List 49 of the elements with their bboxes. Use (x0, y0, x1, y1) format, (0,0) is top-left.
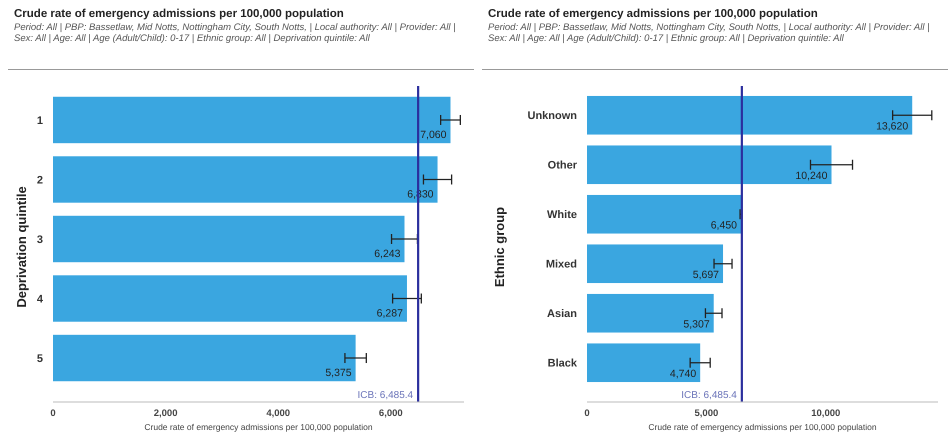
text: 5,307 (683, 318, 710, 331)
bar (587, 194, 742, 234)
bar (587, 96, 912, 135)
x-tick-label: 0 (584, 408, 590, 419)
bar (53, 275, 407, 322)
x-tick-label: 6,000 (378, 408, 403, 419)
text: 7,060 (420, 129, 446, 142)
x-tick-label: 2,000 (154, 408, 178, 419)
y-axis-title: Deprivation quintile (14, 186, 29, 308)
chart-title: Crude rate of emergency admissions per 100,000 population (14, 8, 345, 20)
x-axis-title: Crude rate of emergency admissions per 100,000 population (648, 422, 877, 432)
bar (53, 96, 450, 144)
bar (587, 343, 700, 382)
bar (53, 334, 356, 382)
ref-line-label: ICB: 6,485.4 (358, 390, 414, 401)
y-tick-label: Unknown (528, 110, 578, 122)
text: 13,620 (876, 120, 908, 133)
y-tick-label: 2 (36, 174, 43, 186)
text: 6,243 (374, 248, 400, 260)
y-tick-label: 1 (36, 114, 43, 127)
x-tick-label: 4,000 (266, 408, 290, 419)
text: 6,450 (710, 220, 738, 232)
text: 5,375 (325, 367, 352, 380)
bar (53, 156, 438, 203)
chart-subtitle: Period: All | PBP: Bassetlaw, Mid Notts, Nottingham City, South Notts, | Local authority: All | Provider: All | Sex: All | Age: All | Age (Adult/Child): 0-17 | Ethnic group: All | Deprivation quintile: All (14, 22, 457, 44)
y-tick-label: Asian (547, 308, 578, 320)
bar (587, 244, 724, 284)
y-axis-title: Ethnic group (492, 206, 507, 288)
y-tick-label: 4 (36, 293, 44, 306)
x-tick-label: 10,000 (811, 408, 840, 419)
chart-title: Crude rate of emergency admissions per 100,000 population (488, 8, 819, 20)
y-tick-label: Mixed (546, 258, 577, 271)
chart-subtitle: Period: All | PBP: Bassetlaw, Mid Notts, Nottingham City, South Notts, | Local authority: All | Provider: All | Sex: All | Age: All | Age (Adult/Child): 0-17 | Ethnic group: All | Deprivation quintile: All (488, 22, 931, 44)
y-tick-label: 3 (36, 234, 43, 246)
y-tick-label: Other (548, 160, 578, 172)
bar (53, 216, 404, 262)
x-axis-title: Crude rate of emergency admissions per 100,000 population (144, 422, 373, 432)
y-tick-label: White (547, 209, 577, 222)
y-tick-label: 5 (36, 352, 43, 365)
y-tick-label: Black (548, 358, 578, 370)
bar (587, 294, 714, 333)
text: 6,287 (376, 308, 403, 320)
ref-line-label: ICB: 6,485.4 (681, 390, 738, 401)
bar (587, 145, 832, 184)
x-tick-label: 5,000 (694, 408, 718, 419)
text: 4,740 (670, 368, 696, 380)
x-tick-label: 0 (50, 408, 56, 419)
text: 10,240 (795, 170, 828, 182)
text: 5,697 (692, 269, 720, 282)
